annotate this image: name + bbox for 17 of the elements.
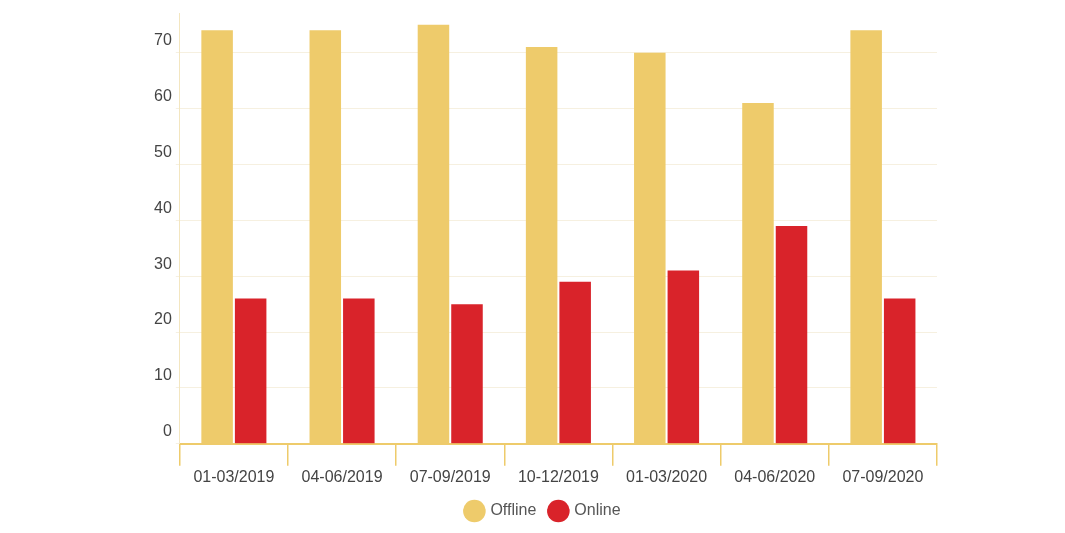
y-tick-label: 0: [162, 422, 172, 440]
y-tick-label: 60: [154, 86, 172, 104]
y-tick-label: 10: [154, 366, 172, 384]
x-tick-label: 10-12/2019: [517, 467, 599, 485]
legend-label: Online: [574, 501, 621, 519]
y-tick-label: 70: [154, 31, 172, 49]
y-tick-label: 40: [154, 198, 172, 216]
x-tick-label: 04-06/2020: [734, 467, 816, 485]
x-tick-label: 01-03/2020: [626, 467, 708, 485]
y-tick-label: 30: [154, 254, 172, 272]
x-tick-label: 01-03/2019: [193, 467, 275, 485]
x-tick-label: 07-09/2019: [409, 467, 491, 485]
y-tick-label: 20: [154, 310, 172, 328]
legend-label: Offline: [490, 501, 537, 519]
x-tick-label: 07-09/2020: [842, 467, 924, 485]
x-tick-label: 04-06/2019: [301, 467, 383, 485]
y-tick-label: 50: [154, 142, 172, 160]
